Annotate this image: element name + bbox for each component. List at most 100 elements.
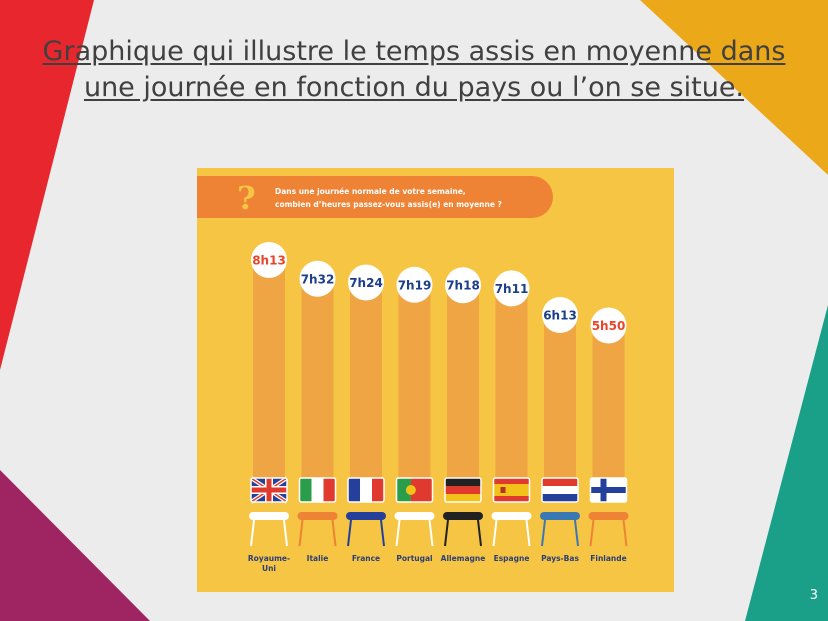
category-label: France bbox=[352, 554, 380, 563]
flag-cross bbox=[251, 487, 287, 493]
flag-stripe bbox=[299, 478, 312, 502]
chair-seat bbox=[588, 512, 629, 520]
chair-leg bbox=[298, 519, 304, 547]
flag-cross bbox=[590, 487, 627, 493]
flag-frame bbox=[444, 477, 482, 503]
chair-leg bbox=[444, 519, 449, 547]
flag-frame bbox=[250, 477, 288, 503]
bar-group: 7h32 Italie bbox=[297, 260, 338, 563]
flag-emblem bbox=[405, 485, 416, 495]
teal-corner-shape bbox=[745, 305, 828, 621]
red-corner-shape bbox=[0, 0, 94, 370]
flag-stripe bbox=[396, 478, 411, 502]
category-label: Espagne bbox=[494, 554, 530, 563]
flag-stripe bbox=[445, 478, 481, 486]
chair-leg bbox=[525, 519, 531, 547]
chair-seat bbox=[443, 512, 483, 520]
value-bubble bbox=[493, 270, 530, 307]
flag-stripe bbox=[323, 478, 336, 502]
flag-stripe bbox=[542, 478, 578, 486]
flag-frame bbox=[589, 477, 628, 503]
slide-number: 3 bbox=[809, 588, 818, 603]
category-label: Pays-Bas bbox=[541, 554, 579, 563]
category-label: Portugal bbox=[396, 554, 432, 563]
data-label: 7h24 bbox=[349, 276, 383, 290]
category-label: Italie bbox=[307, 554, 329, 563]
bar bbox=[495, 288, 528, 486]
flag-stripe bbox=[348, 478, 360, 502]
slide-title: Graphique qui illustre le temps assis en… bbox=[42, 36, 786, 103]
value-bubble bbox=[445, 267, 481, 304]
flag-frame bbox=[298, 477, 337, 503]
flag-frame bbox=[347, 477, 385, 503]
bar bbox=[253, 260, 285, 486]
bar bbox=[447, 285, 479, 486]
chair-leg bbox=[250, 519, 255, 547]
chair-leg bbox=[622, 519, 628, 547]
flag-frame bbox=[492, 477, 531, 503]
chair-leg bbox=[477, 519, 482, 547]
bar-group: 5h50 Finlande bbox=[588, 307, 629, 563]
bar-chart: 8h13 Royaume-Uni 7h32 Italie 7h24 France 7h19 P… bbox=[248, 242, 629, 573]
chair-seat bbox=[540, 512, 580, 520]
flag-stripe bbox=[410, 478, 433, 502]
question-banner: ? Dans une journée normale de votre sema… bbox=[197, 176, 553, 218]
data-label: 7h11 bbox=[495, 282, 529, 296]
question-line-1: Dans une journée normale de votre semain… bbox=[275, 187, 466, 196]
value-bubble bbox=[396, 266, 433, 303]
chair-seat bbox=[346, 512, 386, 520]
flag-stripe bbox=[445, 486, 481, 494]
data-label: 7h19 bbox=[398, 278, 432, 292]
question-text: Dans une journée normale de votre semain… bbox=[275, 185, 502, 211]
chair-leg bbox=[492, 519, 498, 547]
bar bbox=[350, 282, 382, 486]
chair-leg bbox=[331, 519, 337, 547]
category-label: Uni bbox=[262, 564, 276, 573]
flag-stripe bbox=[542, 486, 578, 494]
value-bubble bbox=[299, 260, 336, 297]
bar-group: 7h24 France bbox=[346, 264, 386, 563]
flag-stripe bbox=[493, 484, 530, 496]
bar bbox=[398, 284, 431, 486]
question-mark-icon: ? bbox=[237, 179, 256, 217]
data-label: 7h18 bbox=[446, 279, 480, 293]
category-label: Royaume- bbox=[248, 554, 290, 563]
chair-seat bbox=[249, 512, 289, 520]
category-label: Allemagne bbox=[441, 554, 486, 563]
chair-leg bbox=[395, 519, 401, 547]
value-bubble bbox=[590, 307, 627, 344]
flag-frame bbox=[541, 477, 579, 503]
chair-seat bbox=[491, 512, 532, 520]
value-bubble bbox=[251, 242, 287, 278]
bar-group: 7h19 Portugal bbox=[394, 266, 435, 563]
category-label: Finlande bbox=[590, 554, 626, 563]
chair-leg bbox=[347, 519, 352, 547]
bar-group: 7h11 Espagne bbox=[491, 270, 532, 563]
chair-leg bbox=[380, 519, 385, 547]
bar bbox=[592, 325, 625, 486]
bar-group: 8h13 Royaume-Uni bbox=[248, 242, 290, 573]
infographic-panel: ? Dans une journée normale de votre sema… bbox=[197, 168, 674, 592]
bar-group: 7h18 Allemagne bbox=[441, 267, 486, 563]
bar bbox=[301, 278, 334, 486]
bar-group: 6h13 Pays-Bas bbox=[540, 297, 580, 563]
flag-stripe bbox=[311, 478, 324, 502]
chair-leg bbox=[574, 519, 579, 547]
flag-stripe bbox=[360, 478, 372, 502]
flag-stripe bbox=[372, 478, 384, 502]
flag-frame bbox=[395, 477, 434, 503]
chair-seat bbox=[297, 512, 338, 520]
flag-emblem bbox=[500, 487, 506, 493]
chair-leg bbox=[428, 519, 434, 547]
value-bubble bbox=[348, 264, 384, 301]
data-label: 5h50 bbox=[592, 319, 626, 333]
value-bubble bbox=[542, 297, 578, 334]
gold-corner-shape bbox=[640, 0, 828, 175]
chair-seat bbox=[394, 512, 435, 520]
chair-leg bbox=[283, 519, 288, 547]
flag-stripe bbox=[542, 494, 578, 502]
purple-corner-shape bbox=[0, 470, 150, 621]
chair-leg bbox=[589, 519, 595, 547]
bar bbox=[544, 315, 576, 486]
